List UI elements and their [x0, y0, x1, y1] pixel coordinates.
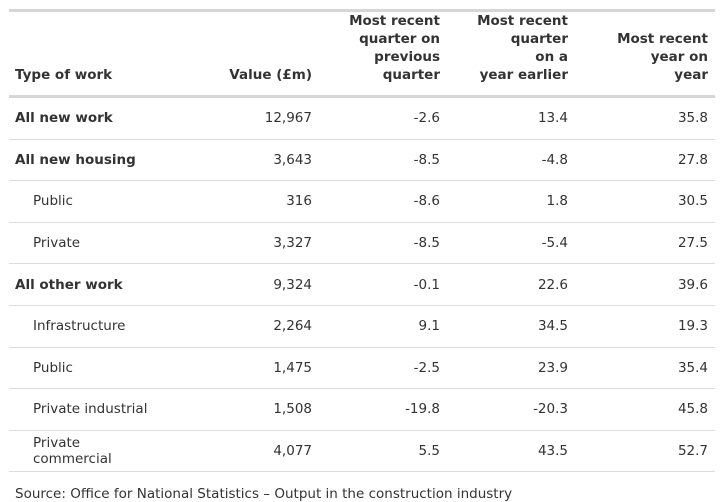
cell-year-earlier-change: -4.8: [447, 139, 575, 182]
row-label: All new work: [9, 96, 169, 140]
header-quarter-on-previous-quarter: Most recent quarter on previous quarter: [319, 12, 447, 98]
header-line: year on: [650, 49, 708, 65]
cell-value: 1,475: [169, 347, 319, 390]
header-line: quarter on: [359, 31, 440, 47]
table-row: Private industrial 1,508 -19.8 -20.3 45.…: [9, 388, 715, 431]
cell-value: 1,508: [169, 388, 319, 431]
header-line: Most recent: [477, 13, 568, 29]
cell-value: 3,643: [169, 139, 319, 182]
cell-value: 2,264: [169, 305, 319, 348]
header-line: year earlier: [479, 67, 568, 83]
source-note: Source: Office for National Statistics –…: [15, 486, 513, 502]
cell-value: 12,967: [169, 96, 319, 140]
row-label: Public: [9, 180, 169, 223]
table-row: Private commercial 4,077 5.5 43.5 52.7: [9, 430, 715, 473]
row-label: Private commercial: [9, 430, 169, 473]
header-type-of-work: Type of work: [9, 12, 169, 98]
cell-quarter-change: -19.8: [319, 388, 447, 431]
header-line: quarter: [382, 67, 440, 83]
cell-year-on-year-change: 52.7: [575, 430, 715, 473]
header-year-on-year: Most recent year on year: [575, 12, 715, 98]
header-line: previous: [374, 49, 440, 65]
cell-year-earlier-change: 34.5: [447, 305, 575, 348]
cell-year-earlier-change: -20.3: [447, 388, 575, 431]
cell-year-on-year-change: 19.3: [575, 305, 715, 348]
cell-year-on-year-change: 27.8: [575, 139, 715, 182]
header-value: Value (£m): [169, 12, 319, 98]
cell-value: 4,077: [169, 430, 319, 473]
cell-year-on-year-change: 30.5: [575, 180, 715, 223]
cell-year-on-year-change: 45.8: [575, 388, 715, 431]
cell-quarter-change: -2.6: [319, 96, 447, 140]
cell-year-earlier-change: 22.6: [447, 263, 575, 306]
cell-year-earlier-change: 13.4: [447, 96, 575, 140]
header-line: Type of work: [15, 67, 113, 83]
cell-value: 316: [169, 180, 319, 223]
construction-output-table: Type of work Value (£m) Most recent quar…: [9, 12, 715, 473]
header-line: Value (£m): [229, 67, 312, 83]
cell-quarter-change: -0.1: [319, 263, 447, 306]
row-label: Private: [9, 222, 169, 265]
cell-quarter-change: 9.1: [319, 305, 447, 348]
table-row: All new work 12,967 -2.6 13.4 35.8: [9, 96, 715, 140]
cell-year-earlier-change: 23.9: [447, 347, 575, 390]
table-row: Public 316 -8.6 1.8 30.5: [9, 180, 715, 223]
table-row: Infrastructure 2,264 9.1 34.5 19.3: [9, 305, 715, 348]
header-line: Most recent: [617, 31, 708, 47]
header-line: on a: [535, 49, 568, 65]
cell-quarter-change: -8.6: [319, 180, 447, 223]
construction-output-table-container: Type of work Value (£m) Most recent quar…: [9, 9, 715, 473]
table-row: Public 1,475 -2.5 23.9 35.4: [9, 347, 715, 390]
cell-year-earlier-change: -5.4: [447, 222, 575, 265]
table-row: Private 3,327 -8.5 -5.4 27.5: [9, 222, 715, 265]
cell-value: 3,327: [169, 222, 319, 265]
row-label: Private industrial: [9, 388, 169, 431]
cell-quarter-change: -8.5: [319, 222, 447, 265]
cell-quarter-change: -8.5: [319, 139, 447, 182]
cell-year-on-year-change: 35.4: [575, 347, 715, 390]
table-row: All other work 9,324 -0.1 22.6 39.6: [9, 263, 715, 306]
row-label: All other work: [9, 263, 169, 306]
table-header-row: Type of work Value (£m) Most recent quar…: [9, 12, 715, 98]
cell-year-on-year-change: 27.5: [575, 222, 715, 265]
header-line: Most recent: [349, 13, 440, 29]
row-label: All new housing: [9, 139, 169, 182]
header-line: quarter: [510, 31, 568, 47]
row-label: Public: [9, 347, 169, 390]
cell-year-earlier-change: 43.5: [447, 430, 575, 473]
cell-year-earlier-change: 1.8: [447, 180, 575, 223]
table-row: All new housing 3,643 -8.5 -4.8 27.8: [9, 139, 715, 182]
header-quarter-on-year-earlier: Most recent quarter on a year earlier: [447, 12, 575, 98]
cell-year-on-year-change: 35.8: [575, 96, 715, 140]
cell-value: 9,324: [169, 263, 319, 306]
row-label: Infrastructure: [9, 305, 169, 348]
cell-quarter-change: 5.5: [319, 430, 447, 473]
cell-quarter-change: -2.5: [319, 347, 447, 390]
header-line: year: [674, 67, 708, 83]
cell-year-on-year-change: 39.6: [575, 263, 715, 306]
